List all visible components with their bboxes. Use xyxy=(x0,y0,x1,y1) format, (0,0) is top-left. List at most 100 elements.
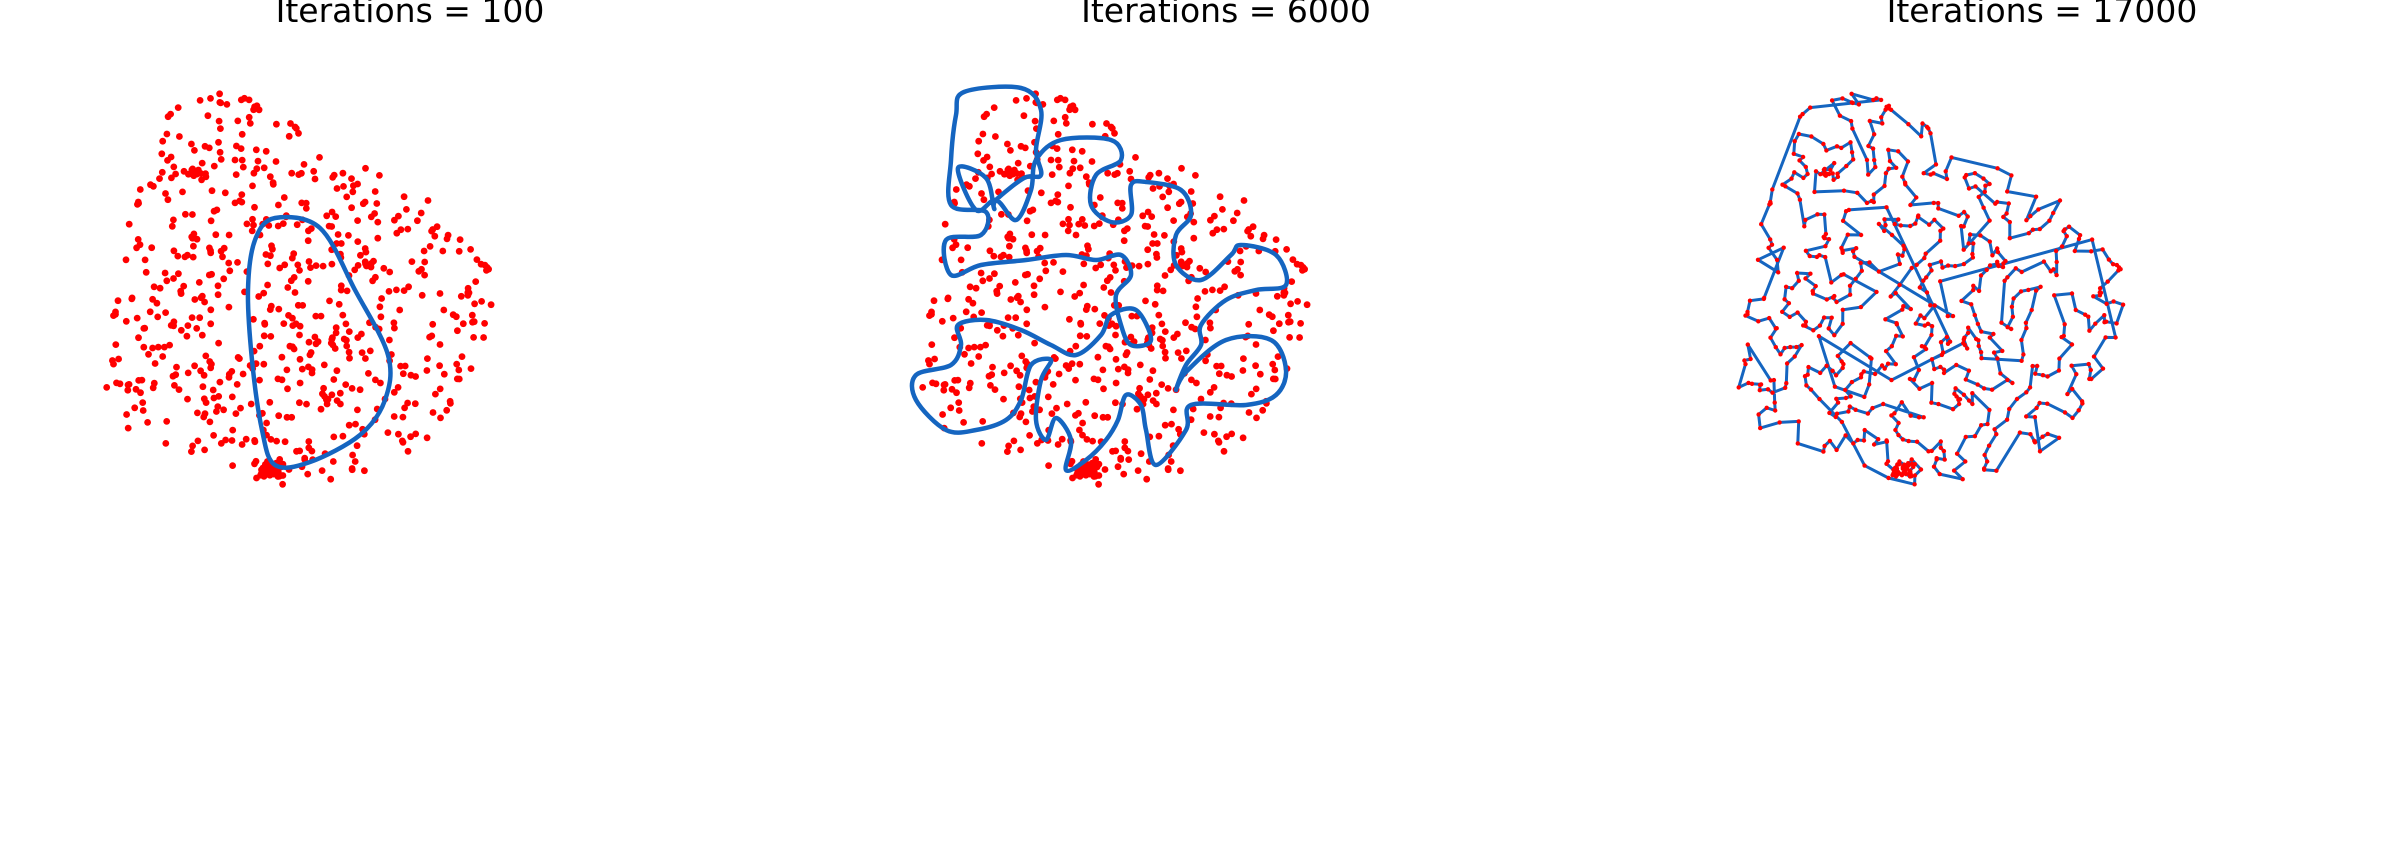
city-point xyxy=(957,256,965,264)
city-point xyxy=(978,309,985,316)
city-point xyxy=(1938,439,1943,444)
city-point xyxy=(1076,289,1084,297)
city-point xyxy=(1114,169,1121,177)
city-point xyxy=(1270,327,1277,335)
city-point xyxy=(1136,361,1144,369)
city-point xyxy=(1937,471,1942,477)
city-point xyxy=(455,247,463,255)
city-point xyxy=(2024,218,2029,223)
city-point xyxy=(1252,362,1259,370)
city-point xyxy=(1090,375,1098,383)
city-point xyxy=(1843,395,1849,401)
city-point xyxy=(1188,376,1195,384)
city-point xyxy=(208,187,216,195)
city-point xyxy=(2093,321,2098,326)
city-point xyxy=(168,174,175,182)
city-point xyxy=(198,331,206,339)
city-point xyxy=(977,343,984,351)
city-point xyxy=(1817,253,1822,258)
city-point xyxy=(1845,232,1850,237)
city-point xyxy=(1929,357,1935,362)
city-point xyxy=(289,314,296,322)
city-point xyxy=(1012,97,1020,104)
city-point xyxy=(1006,242,1013,250)
city-point xyxy=(170,163,178,171)
city-point xyxy=(1069,102,1077,110)
city-point xyxy=(1757,388,1762,393)
city-point xyxy=(1990,253,1995,258)
city-point xyxy=(125,220,133,228)
city-point xyxy=(1161,348,1169,356)
city-point xyxy=(1770,390,1775,395)
city-point xyxy=(1125,456,1133,463)
city-point xyxy=(1803,217,1808,223)
city-point xyxy=(146,308,154,316)
city-point xyxy=(1059,268,1067,275)
city-point xyxy=(273,120,280,128)
city-point xyxy=(1063,400,1071,408)
city-point xyxy=(944,295,952,303)
city-point xyxy=(1167,458,1175,465)
city-point xyxy=(2062,322,2067,327)
city-point xyxy=(1121,444,1129,452)
city-point xyxy=(1929,268,1934,273)
city-point xyxy=(1821,141,1826,147)
city-point xyxy=(955,407,963,414)
city-point xyxy=(1984,267,1989,273)
city-point xyxy=(274,375,282,383)
city-point xyxy=(1932,366,1937,372)
city-point xyxy=(1858,304,1864,310)
city-point xyxy=(1982,189,1987,194)
city-point xyxy=(429,320,437,328)
city-point xyxy=(164,196,172,204)
city-point xyxy=(302,205,310,212)
city-point xyxy=(290,250,298,258)
city-point xyxy=(457,292,465,300)
city-point xyxy=(1808,387,1814,392)
city-point xyxy=(1167,266,1175,274)
city-point xyxy=(1856,102,1862,107)
city-point xyxy=(993,326,1001,334)
city-point xyxy=(1080,260,1088,268)
city-point xyxy=(1876,221,1882,227)
city-point xyxy=(1783,284,1789,289)
city-point xyxy=(210,162,218,170)
city-point xyxy=(975,137,983,145)
city-point xyxy=(1897,261,1902,267)
city-point xyxy=(1219,206,1226,213)
city-point xyxy=(1252,385,1260,393)
city-point xyxy=(1926,449,1931,454)
city-point xyxy=(317,405,325,413)
city-point xyxy=(238,198,246,206)
city-point xyxy=(2014,396,2020,402)
city-point xyxy=(1164,385,1172,392)
city-point xyxy=(284,284,292,291)
city-point xyxy=(1923,251,1928,256)
city-point xyxy=(269,245,276,253)
city-point xyxy=(979,130,987,138)
city-point xyxy=(1965,346,1970,351)
city-point xyxy=(1965,214,1970,219)
city-point xyxy=(1256,370,1264,378)
city-point xyxy=(1938,259,1944,264)
city-point xyxy=(1832,333,1837,338)
city-point xyxy=(215,138,222,146)
city-point xyxy=(2104,301,2109,306)
city-point xyxy=(149,344,156,352)
city-point xyxy=(217,156,225,163)
city-point xyxy=(1023,217,1031,225)
city-point xyxy=(928,310,935,318)
city-point xyxy=(2045,431,2050,437)
city-point xyxy=(1909,265,1914,271)
city-point xyxy=(1030,291,1038,299)
city-point xyxy=(1158,381,1166,388)
city-point xyxy=(2024,390,2029,395)
city-point xyxy=(296,331,303,339)
city-point xyxy=(1054,441,1062,448)
city-point xyxy=(1983,183,1988,188)
city-point xyxy=(1197,395,1205,403)
city-point xyxy=(1961,247,1966,252)
city-point xyxy=(1933,162,1939,167)
city-point xyxy=(159,137,167,145)
city-point xyxy=(332,324,340,332)
